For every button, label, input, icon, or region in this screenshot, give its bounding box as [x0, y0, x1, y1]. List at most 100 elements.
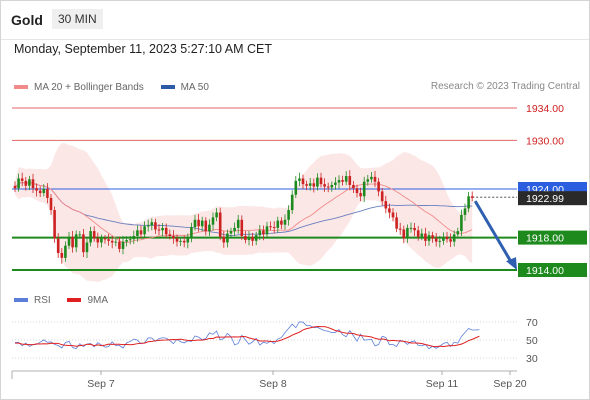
candle-body — [78, 234, 82, 236]
candle-body — [182, 240, 186, 243]
candle-body — [28, 179, 31, 186]
candle-body — [200, 220, 204, 227]
x-tick-label: Sep 20 — [493, 378, 526, 390]
candle-body — [416, 230, 420, 237]
candle-body — [413, 227, 416, 231]
timeframe-badge[interactable]: 30 MIN — [52, 9, 103, 29]
candle-body — [49, 197, 53, 211]
candle-body — [128, 239, 132, 241]
instrument-title: Gold — [11, 12, 43, 28]
legend-item-bollinger: MA 20 + Bollinger Bands — [14, 82, 144, 93]
x-tick-label: Sep 11 — [426, 378, 459, 390]
candle-body — [384, 201, 388, 209]
candle-body — [85, 242, 89, 253]
candle-body — [463, 208, 467, 215]
legend-label: RSI — [34, 294, 51, 306]
candle-body — [89, 231, 92, 243]
datetime-label: Monday, September 11, 2023 5:27:10 AM CE… — [14, 42, 273, 56]
candle-body — [269, 226, 272, 228]
candle-body — [402, 229, 406, 239]
candle-body — [38, 190, 42, 194]
candle-body — [272, 227, 276, 229]
copyright: Research © 2023 Trading Central — [430, 81, 580, 92]
candle-body — [42, 189, 46, 194]
candle-body — [316, 177, 319, 187]
candle-body — [265, 226, 269, 235]
candle-body — [197, 219, 200, 227]
candle-body — [305, 184, 308, 186]
forecast-arrow — [473, 200, 515, 266]
candle-body — [229, 231, 233, 234]
candle-body — [154, 222, 157, 230]
ma20-line — [14, 182, 473, 243]
candle-body — [121, 241, 125, 249]
header: Gold 30 MIN — [1, 1, 589, 40]
forecast-arrowhead — [506, 257, 517, 271]
legend-swatch — [14, 85, 28, 89]
candle-body — [157, 229, 161, 231]
candle-body — [388, 208, 391, 213]
candle-body — [438, 240, 442, 242]
ma50-line — [14, 182, 473, 237]
rsi-legend: RSI 9MA — [14, 294, 122, 306]
candle-body — [20, 178, 24, 181]
candle-body — [290, 194, 294, 211]
candle-body — [139, 230, 143, 235]
candle-body — [74, 234, 78, 248]
candle-body — [373, 176, 377, 182]
candle-body — [136, 230, 139, 236]
candle-body — [100, 238, 103, 243]
candle-body — [420, 233, 424, 237]
candle-body — [319, 177, 323, 185]
candle-body — [35, 188, 38, 191]
candle-body — [262, 230, 265, 235]
candle-body — [53, 210, 56, 239]
legend-item-ma50: MA 50 — [160, 81, 209, 93]
candle-body — [370, 176, 373, 180]
candle-body — [161, 227, 164, 231]
candle-body — [46, 189, 49, 198]
candle-body — [366, 179, 370, 182]
candle-body — [240, 219, 244, 236]
candle-body — [280, 220, 283, 225]
legend-label: MA 50 — [180, 81, 209, 93]
rsi-tick-label: 70 — [526, 317, 538, 329]
candle-body — [398, 228, 402, 230]
candle-body — [168, 234, 172, 236]
candle-body — [71, 236, 74, 248]
candle-body — [287, 210, 290, 220]
candle-body — [247, 236, 251, 241]
legend-swatch — [160, 85, 175, 89]
candle-body — [380, 191, 384, 202]
candle-body — [330, 184, 334, 188]
candle-body — [352, 184, 355, 189]
price-label: 1934.00 — [526, 103, 564, 115]
candle-body — [17, 178, 20, 189]
candle-body — [434, 238, 438, 242]
price-label-bg — [518, 191, 587, 206]
candle-body — [67, 236, 71, 246]
candle-body — [92, 231, 96, 239]
candle-body — [308, 183, 312, 186]
candle-body — [362, 181, 366, 197]
candle-body — [143, 226, 146, 235]
main-legend: MA 20 + Bollinger Bands MA 50 — [14, 81, 223, 93]
candle-body — [24, 180, 28, 186]
candle-body — [326, 186, 330, 188]
price-label-bg — [518, 230, 587, 245]
candle-body — [391, 212, 395, 218]
candle-body — [233, 227, 236, 232]
price-label-bg — [518, 263, 587, 277]
rsi-tick-label: 50 — [526, 335, 538, 347]
candle-body — [107, 239, 110, 241]
candle-body — [186, 238, 190, 243]
legend-label: 9MA — [87, 294, 109, 306]
candle-body — [193, 219, 197, 228]
candle-body — [125, 240, 128, 242]
candle-body — [164, 227, 168, 235]
bollinger-band — [15, 143, 473, 283]
candle-body — [337, 180, 341, 183]
candle-body — [56, 238, 60, 253]
candle-body — [146, 225, 150, 227]
